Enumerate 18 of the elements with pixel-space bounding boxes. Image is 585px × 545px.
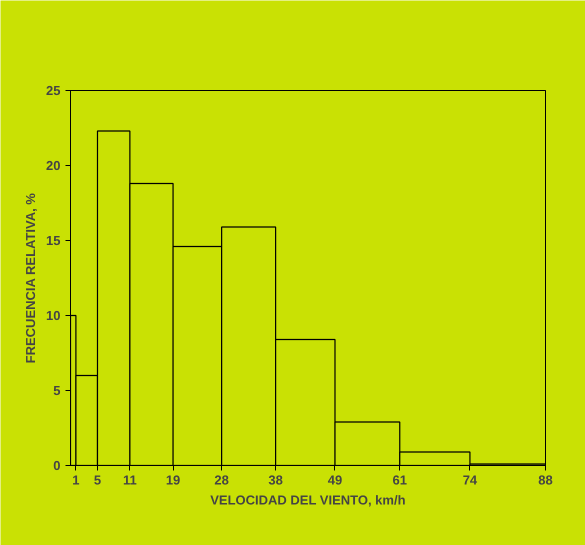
y-tick-label: 20 xyxy=(46,158,61,173)
x-axis-title: VELOCIDAD DEL VIENTO, km/h xyxy=(210,492,406,508)
x-tick-label: 1 xyxy=(72,472,80,488)
y-tick-label: 25 xyxy=(46,83,61,98)
x-tick-label: 28 xyxy=(214,472,229,488)
y-tick-label: 0 xyxy=(53,458,61,473)
y-tick-label: 10 xyxy=(46,308,61,323)
x-tick-label: 49 xyxy=(328,472,342,488)
x-tick-label: 5 xyxy=(94,472,102,488)
x-tick-label: 38 xyxy=(268,472,283,488)
y-tick-label: 5 xyxy=(53,383,61,398)
x-tick-label: 74 xyxy=(462,472,478,488)
y-axis-title: FRECUENCIA RELATIVA, % xyxy=(23,192,38,364)
y-tick-label: 15 xyxy=(46,233,61,248)
x-tick-label: 88 xyxy=(538,472,553,488)
x-tick-label: 61 xyxy=(392,472,407,488)
x-tick-label: 19 xyxy=(166,472,180,488)
x-tick-label: 11 xyxy=(123,472,137,488)
